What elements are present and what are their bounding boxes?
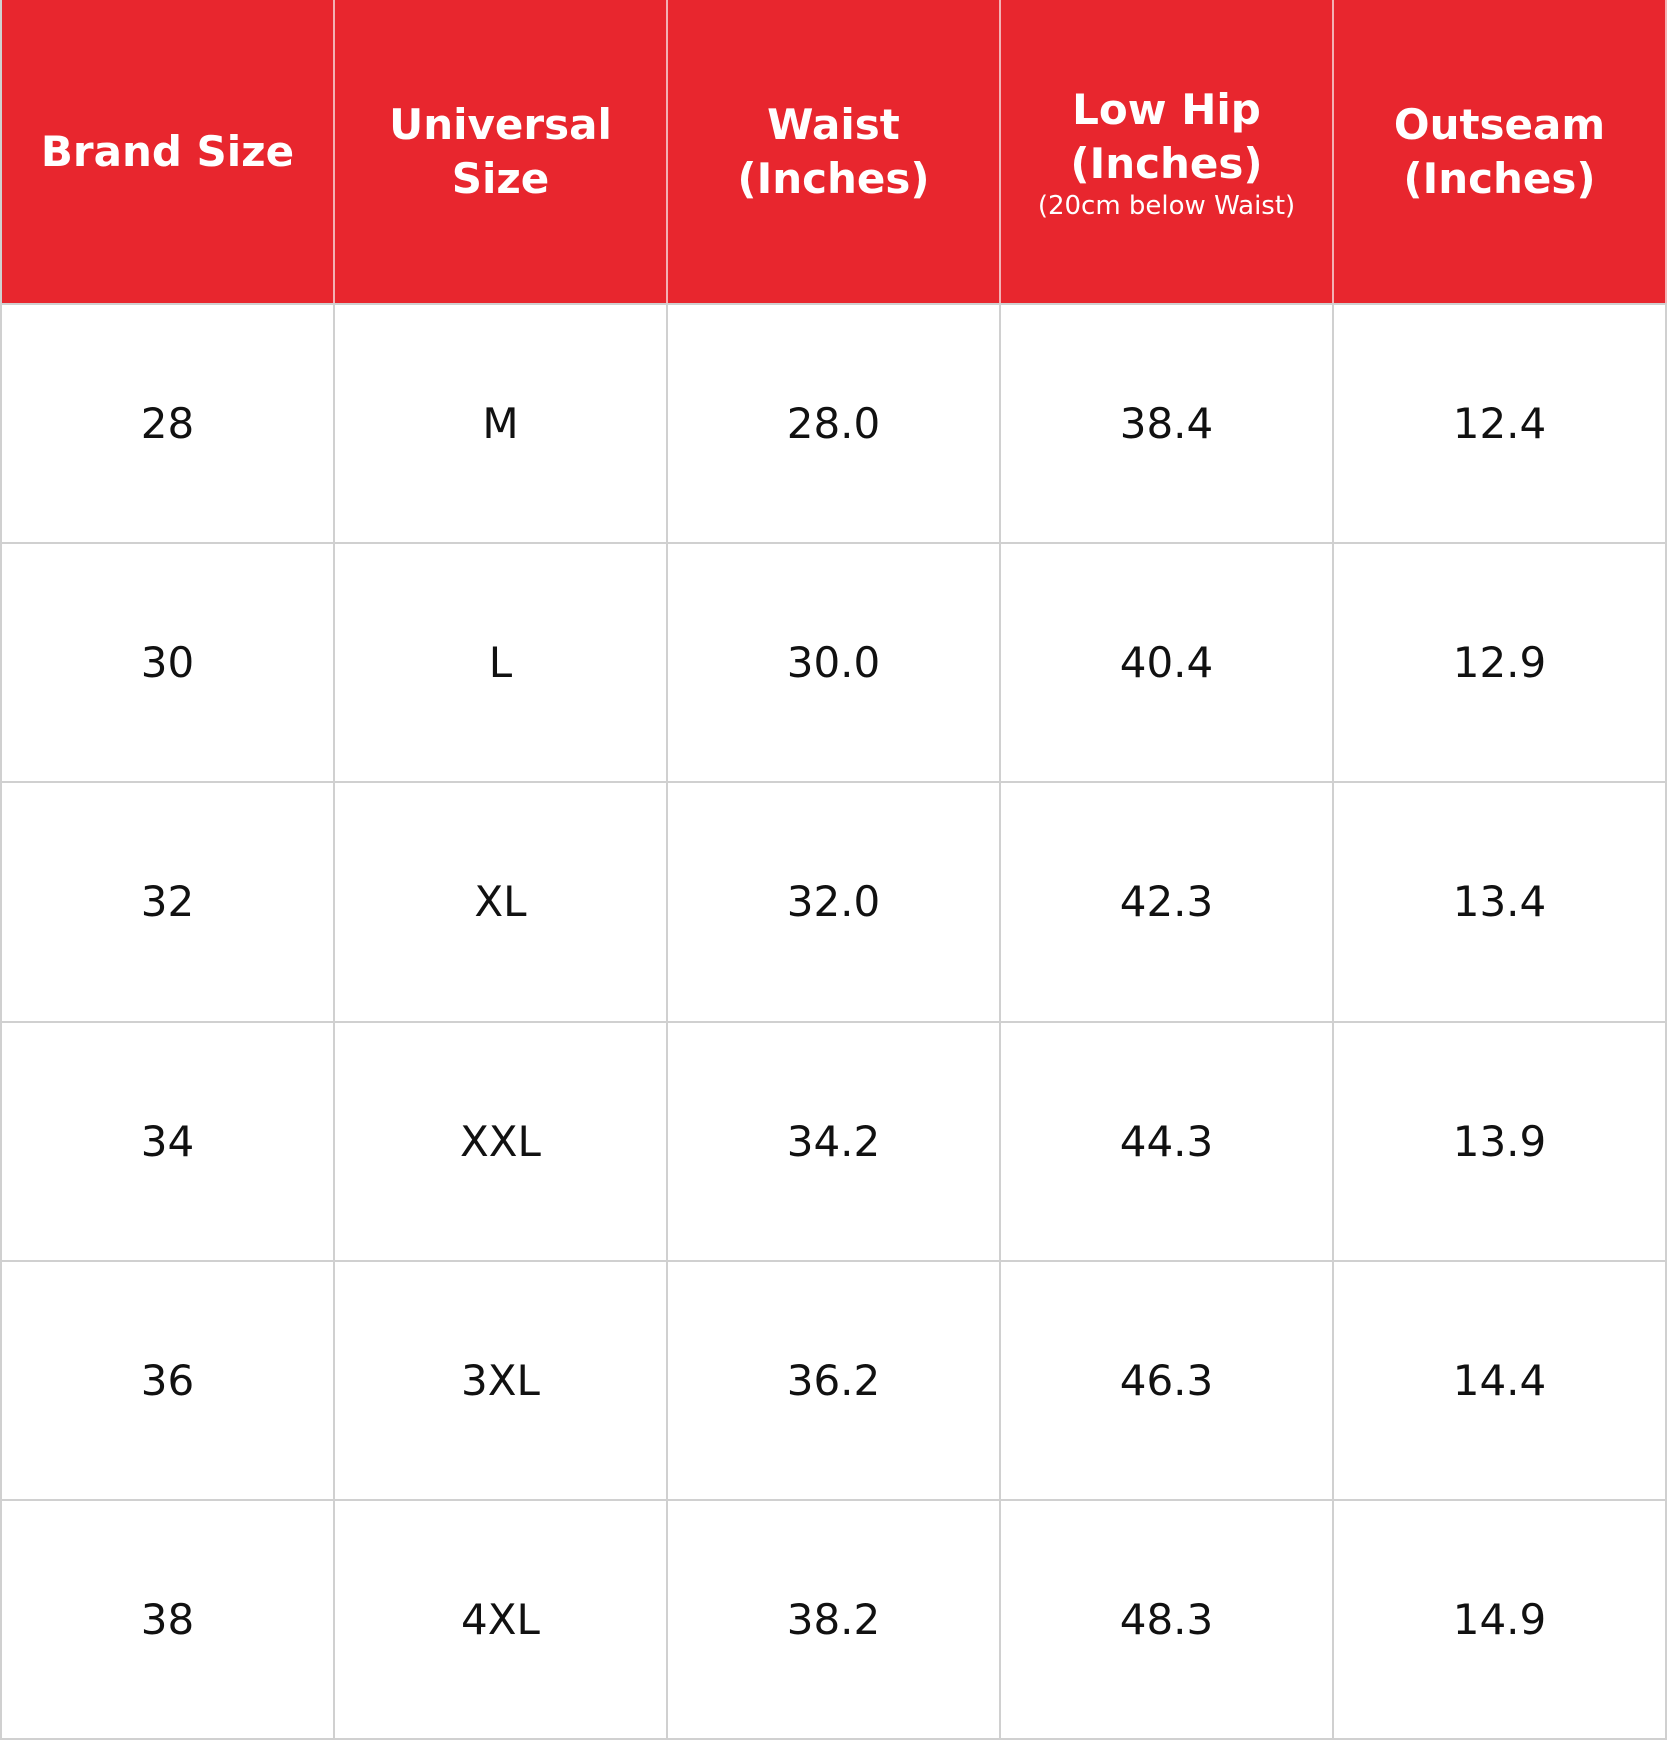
cell-text: 36.2 <box>786 1355 881 1405</box>
cell-text: 13.9 <box>1452 1116 1547 1166</box>
cell-text: 13.4 <box>1452 877 1547 927</box>
table-cell: 38.2 <box>668 1498 1001 1738</box>
cell-text: 38.2 <box>786 1594 881 1644</box>
header-text: Outseam <box>1393 99 1606 149</box>
cell-text: 44.3 <box>1119 1116 1214 1166</box>
table-cell: 38.4 <box>1001 303 1334 543</box>
table-cell: 12.9 <box>1334 542 1667 782</box>
table-cell: 13.9 <box>1334 1020 1667 1260</box>
cell-text: 38.4 <box>1119 399 1214 449</box>
cell-text: 28.0 <box>786 399 881 449</box>
table-cell: 14.4 <box>1334 1259 1667 1499</box>
header-text: (Inches) <box>1070 138 1263 188</box>
cell-text: 46.3 <box>1119 1355 1214 1405</box>
table-cell: 36.2 <box>668 1259 1001 1499</box>
table-cell: 14.9 <box>1334 1498 1667 1738</box>
header-text: (Inches) <box>1403 153 1596 203</box>
header-cell: Outseam (Inches) <box>1334 0 1667 303</box>
table-cell: M <box>335 303 668 543</box>
cell-text: 30.0 <box>786 638 881 688</box>
cell-text: L <box>488 638 513 688</box>
cell-text: 38 <box>140 1594 195 1644</box>
cell-text: XL <box>474 877 527 927</box>
table-cell: 48.3 <box>1001 1498 1334 1738</box>
cell-text: 3XL <box>461 1355 540 1405</box>
header-text: (Inches) <box>737 153 930 203</box>
cell-text: 32.0 <box>786 877 881 927</box>
table-cell: XL <box>335 781 668 1021</box>
table-cell: 36 <box>2 1259 335 1499</box>
cell-text: 32 <box>140 877 195 927</box>
table-cell: XXL <box>335 1020 668 1260</box>
header-cell: Low Hip (Inches) (20cm below Waist) <box>1001 0 1334 303</box>
cell-text: 40.4 <box>1119 638 1214 688</box>
table-cell: 34.2 <box>668 1020 1001 1260</box>
cell-text: 48.3 <box>1119 1594 1214 1644</box>
table-cell: 13.4 <box>1334 781 1667 1021</box>
header-text: Low Hip <box>1072 84 1261 134</box>
cell-text: 12.9 <box>1452 638 1547 688</box>
table-cell: 32 <box>2 781 335 1021</box>
header-text: Brand Size <box>40 126 295 176</box>
header-cell: Waist (Inches) <box>668 0 1001 303</box>
header-note: (20cm below Waist) <box>1037 190 1296 221</box>
cell-text: 30 <box>140 638 195 688</box>
table-cell: 30 <box>2 542 335 782</box>
cell-text: 28 <box>140 399 195 449</box>
table-cell: L <box>335 542 668 782</box>
header-text: Universal Size <box>389 99 612 203</box>
cell-text: 12.4 <box>1452 399 1547 449</box>
table-cell: 40.4 <box>1001 542 1334 782</box>
cell-text: 4XL <box>461 1594 540 1644</box>
table-cell: 30.0 <box>668 542 1001 782</box>
table-cell: 4XL <box>335 1498 668 1738</box>
table-cell: 34 <box>2 1020 335 1260</box>
header-cell: Universal Size <box>335 0 668 303</box>
cell-text: 42.3 <box>1119 877 1214 927</box>
table-cell: 44.3 <box>1001 1020 1334 1260</box>
cell-text: 34 <box>140 1116 195 1166</box>
cell-text: 14.4 <box>1452 1355 1547 1405</box>
table-cell: 3XL <box>335 1259 668 1499</box>
table-cell: 42.3 <box>1001 781 1334 1021</box>
header-text: Waist <box>767 99 900 149</box>
table-cell: 12.4 <box>1334 303 1667 543</box>
table-cell: 28 <box>2 303 335 543</box>
cell-text: 36 <box>140 1355 195 1405</box>
table-cell: 32.0 <box>668 781 1001 1021</box>
cell-text: 14.9 <box>1452 1594 1547 1644</box>
cell-text: M <box>482 399 519 449</box>
table-cell: 38 <box>2 1498 335 1738</box>
table-cell: 46.3 <box>1001 1259 1334 1499</box>
cell-text: 34.2 <box>786 1116 881 1166</box>
table-cell: 28.0 <box>668 303 1001 543</box>
cell-text: XXL <box>460 1116 541 1166</box>
header-cell: Brand Size <box>2 0 335 303</box>
